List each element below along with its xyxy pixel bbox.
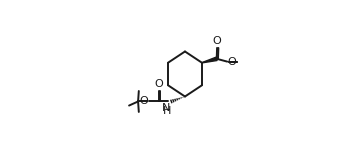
Text: O: O <box>228 57 236 67</box>
Polygon shape <box>202 57 217 63</box>
Text: N: N <box>162 103 171 113</box>
Text: O: O <box>213 36 222 46</box>
Text: O: O <box>155 79 164 89</box>
Text: O: O <box>139 96 148 106</box>
Text: H: H <box>162 106 171 116</box>
